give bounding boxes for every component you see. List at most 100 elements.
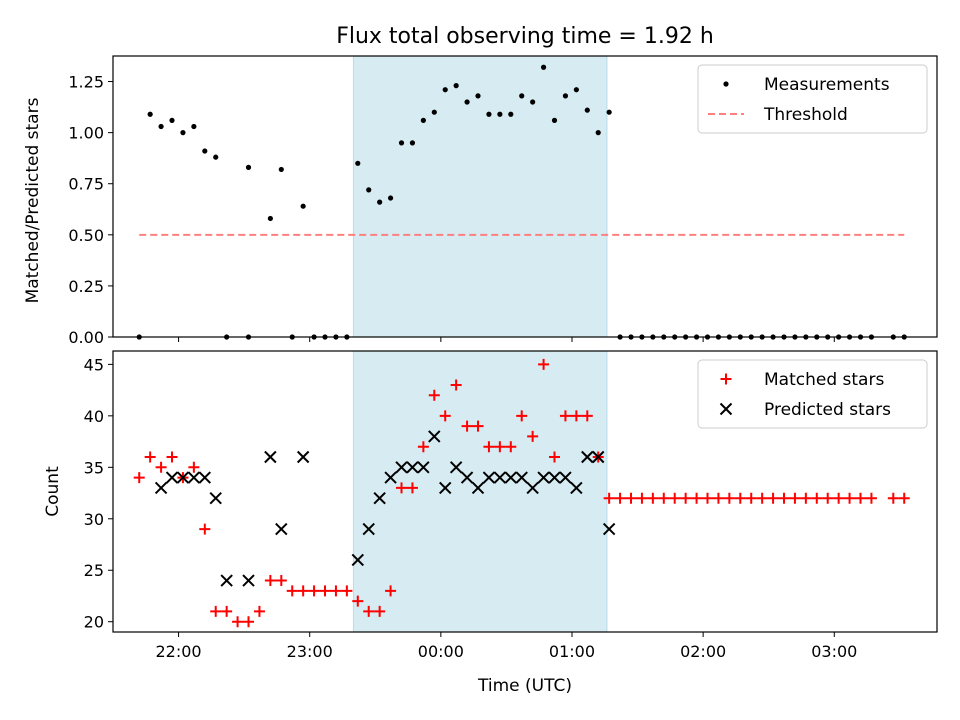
measurement-point	[191, 123, 197, 130]
measurement-point	[147, 111, 153, 117]
y-tick-label: 25	[84, 561, 104, 580]
x-axis-label: Time (UTC)	[477, 676, 572, 696]
matched-star-point	[658, 492, 670, 504]
predicted-star-point	[264, 450, 277, 464]
measurement-point	[530, 99, 536, 105]
predicted-star-point	[187, 471, 201, 484]
predicted-star-point	[439, 481, 452, 495]
predicted-star-point	[482, 471, 496, 484]
matched-star-point	[494, 441, 506, 453]
y-tick-label: 40	[84, 407, 104, 426]
matched-star-point	[756, 492, 768, 504]
predicted-star-point	[417, 461, 430, 474]
matched-star-point	[844, 492, 856, 504]
predicted-star-point	[406, 461, 419, 474]
bottom-y-axis: 20 25 30 35 40 45	[84, 355, 113, 632]
predicted-star-point	[515, 471, 528, 484]
y-tick-label: 45	[84, 355, 104, 374]
y-tick-label: 0.25	[68, 277, 104, 296]
matched-star-point	[581, 410, 593, 422]
measurement-point	[387, 195, 394, 201]
predicted-star-point	[384, 471, 397, 484]
top-legend: Measurements Threshold	[697, 64, 928, 134]
measurement-point	[202, 148, 208, 154]
top-x-ticks	[178, 337, 835, 342]
y-tick-label: 1.25	[68, 73, 104, 92]
predicted-star-point	[570, 481, 583, 495]
legend-box	[697, 359, 928, 429]
x-tick-label: 22:00	[156, 642, 202, 661]
top-y-axis-label: Matched/Predicted stars	[23, 97, 43, 303]
matched-star-point	[745, 492, 757, 504]
predicted-star-point	[373, 491, 386, 505]
y-tick-label: 35	[84, 458, 104, 477]
matched-star-point	[210, 605, 222, 617]
bottom-x-axis: 22:00 23:00 00:00 01:00 02:00 03:00	[156, 632, 857, 661]
predicted-star-point	[592, 450, 605, 464]
measurement-point	[431, 109, 437, 115]
predicted-star-point	[471, 481, 485, 495]
legend-label: Measurements	[764, 75, 890, 95]
predicted-star-point	[428, 430, 441, 443]
matched-star-point	[822, 492, 834, 504]
x-tick-label: 01:00	[549, 642, 595, 661]
predicted-star-point	[176, 471, 190, 484]
matched-star-point	[450, 379, 462, 391]
y-tick-label: 30	[84, 510, 104, 529]
matched-star-point	[669, 492, 681, 504]
predicted-star-point	[198, 471, 212, 484]
predicted-star-point	[449, 461, 463, 474]
x-tick-label: 03:00	[811, 642, 857, 661]
matched-star-point	[855, 492, 867, 504]
measurement-point	[213, 154, 219, 160]
x-tick-label: 02:00	[680, 642, 726, 661]
measurement-point	[453, 83, 459, 89]
measurement-point	[562, 93, 569, 99]
measurement-point	[245, 164, 252, 170]
matched-star-point	[614, 492, 626, 504]
matched-star-point	[505, 441, 517, 453]
measurement-point	[540, 64, 547, 70]
matched-star-point	[363, 605, 375, 617]
matched-star-point	[712, 492, 724, 504]
matched-star-point	[691, 492, 703, 504]
matched-star-point	[232, 616, 244, 628]
matched-star-point	[308, 585, 320, 597]
predicted-star-point	[242, 574, 255, 587]
matched-star-point	[625, 492, 637, 504]
top-highlight-span	[352, 55, 608, 338]
matched-star-point	[723, 492, 735, 504]
predicted-star-point	[581, 450, 594, 464]
y-tick-label: 0.00	[68, 328, 104, 347]
legend-box	[697, 64, 928, 134]
measurement-point	[475, 93, 481, 99]
measurement-point	[595, 130, 601, 136]
matched-star-point	[253, 605, 265, 617]
measurement-point	[169, 117, 175, 123]
predicted-star-point	[548, 471, 561, 484]
matched-star-point	[374, 605, 386, 617]
legend-label: Matched stars	[764, 370, 884, 390]
matched-star-point	[155, 461, 167, 473]
matched-star-point	[483, 441, 495, 453]
matched-star-point	[527, 430, 539, 442]
measurement-point	[355, 160, 361, 166]
y-tick-label: 0.75	[68, 175, 104, 194]
matched-star-point	[406, 482, 418, 494]
bottom-panel: 20 25 30 35 40 45 22:00 23:00 00:00 01:00 02:00 03…	[43, 350, 938, 696]
matched-star-point	[734, 492, 746, 504]
measurement-point	[606, 109, 612, 115]
matched-star-point	[898, 492, 910, 504]
matched-star-point	[221, 605, 233, 617]
matched-star-point	[275, 575, 287, 587]
measurement-point	[267, 215, 273, 222]
matched-star-point	[385, 585, 397, 597]
matched-star-point	[559, 410, 571, 422]
bottom-legend: Matched stars Predicted stars	[697, 359, 928, 429]
bottom-axes-frame	[112, 350, 938, 633]
chart-title: Flux total observing time = 1.92 h	[336, 24, 714, 49]
matched-star-point	[188, 461, 200, 473]
predicted-star-point	[165, 471, 179, 484]
predicted-star-point	[559, 471, 572, 484]
